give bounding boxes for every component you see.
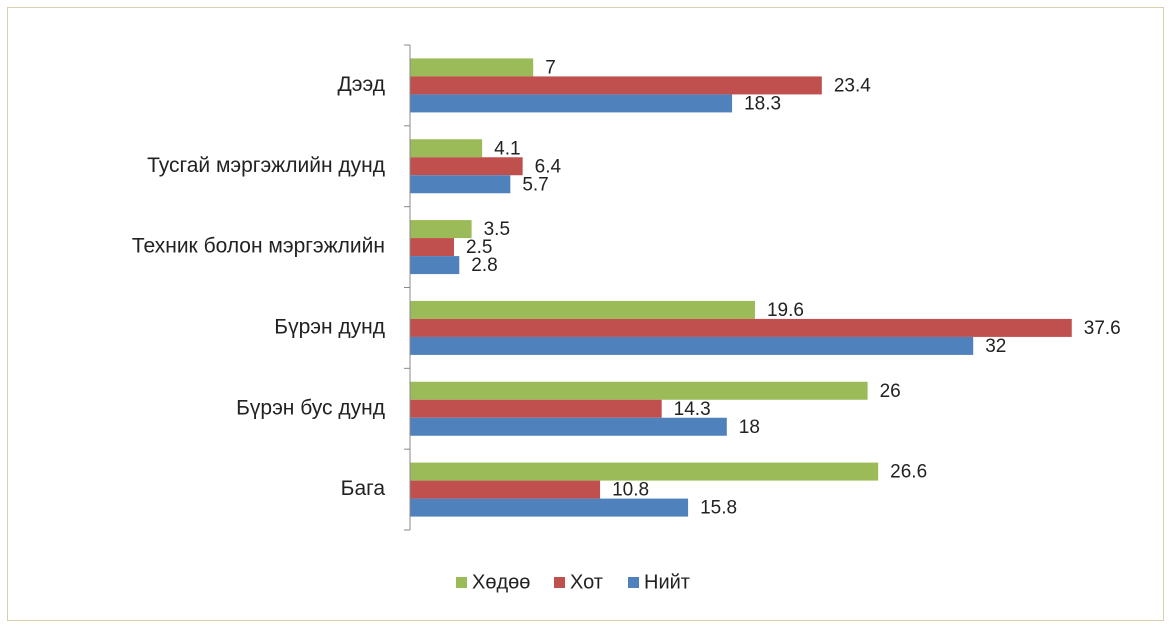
legend-label: Хөдөө — [472, 571, 530, 593]
bar — [410, 220, 472, 239]
bar — [410, 58, 534, 77]
data-label: 14.3 — [674, 399, 711, 420]
data-label: 2.8 — [471, 255, 497, 276]
bar — [410, 76, 822, 95]
category-label: Бага — [341, 477, 386, 500]
bar — [410, 238, 454, 257]
bar — [410, 175, 511, 194]
bar — [410, 336, 974, 355]
bar — [410, 399, 662, 418]
legend-swatch — [456, 577, 467, 588]
bar — [410, 256, 460, 275]
legend-label: Нийт — [644, 571, 690, 593]
category-label: Бүрэн дунд — [274, 315, 385, 338]
bar — [410, 480, 601, 499]
data-label: 23.4 — [834, 75, 871, 96]
data-label: 2.5 — [466, 237, 492, 258]
bar — [410, 462, 879, 481]
data-label: 3.5 — [484, 219, 510, 240]
data-label: 18.3 — [744, 93, 781, 114]
legend-label: Хот — [570, 571, 603, 593]
bar — [410, 318, 1072, 337]
category-label: Дээд — [338, 73, 385, 96]
data-label: 19.6 — [767, 300, 804, 321]
data-label: 26.6 — [890, 462, 927, 483]
bar — [410, 94, 733, 113]
legend-swatch — [628, 577, 639, 588]
legend-swatch — [554, 577, 565, 588]
data-label: 6.4 — [535, 156, 562, 177]
bar — [410, 157, 523, 176]
bar — [410, 139, 483, 158]
data-label: 4.1 — [494, 138, 520, 159]
category-label: Бүрэн бус дунд — [236, 396, 385, 419]
category-label: Тусгай мэргэжлийн дунд — [147, 154, 385, 177]
data-label: 32 — [985, 336, 1006, 357]
bar — [410, 300, 755, 319]
data-label: 26 — [880, 381, 901, 402]
data-label: 37.6 — [1084, 318, 1121, 339]
bar — [410, 498, 689, 517]
data-label: 18 — [739, 417, 760, 438]
data-label: 10.8 — [612, 480, 649, 501]
category-label: Техник болон мэргэжлийн — [132, 235, 385, 258]
data-label: 5.7 — [522, 174, 548, 195]
data-label: 15.8 — [700, 498, 737, 519]
data-label: 7 — [545, 57, 556, 78]
bar — [410, 381, 868, 400]
bar — [410, 417, 727, 436]
